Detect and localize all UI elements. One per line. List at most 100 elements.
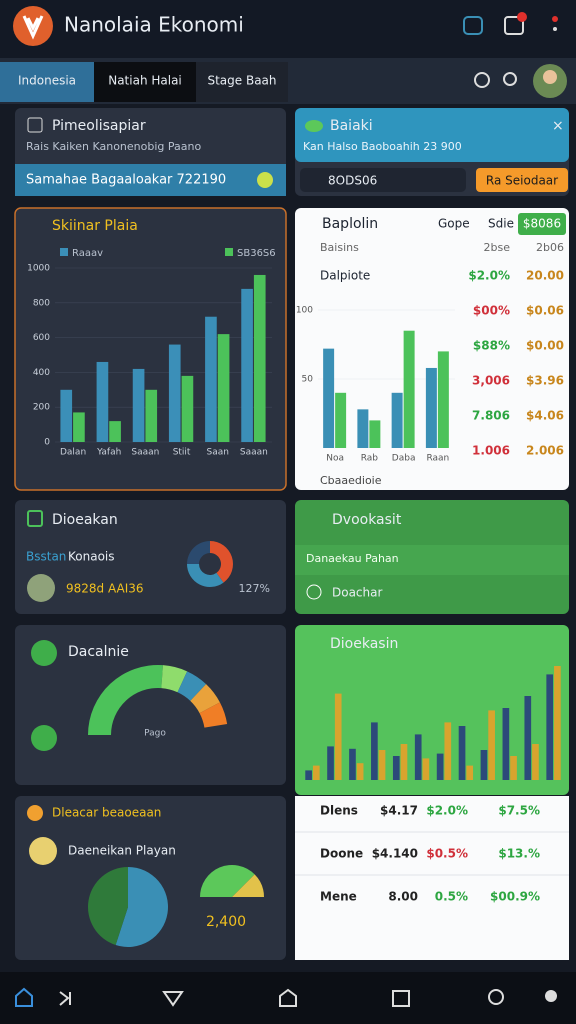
tab-label: Indonesia bbox=[18, 74, 76, 88]
table-cell: $0.00 bbox=[526, 339, 564, 353]
table-cell: 20.00 bbox=[526, 269, 564, 283]
table-cell: $4.06 bbox=[526, 409, 564, 423]
card-title: Dvookasit bbox=[332, 512, 402, 528]
card bbox=[295, 625, 569, 795]
action-button[interactable] bbox=[476, 168, 568, 192]
table-cell: $2.0% bbox=[426, 804, 468, 818]
bar bbox=[253, 274, 266, 442]
nav-icon[interactable] bbox=[162, 991, 184, 1007]
bar bbox=[391, 392, 403, 448]
bar bbox=[546, 674, 554, 780]
table-cell: $2.0% bbox=[468, 269, 510, 283]
search-input[interactable] bbox=[300, 168, 466, 192]
tab-label: Stage Baah bbox=[207, 74, 276, 88]
action-link[interactable]: Doachar bbox=[332, 586, 382, 600]
y-tick-label: 600 bbox=[33, 333, 50, 343]
card-subtitle: Rais Kaiken Kanonenobig Paano bbox=[26, 140, 201, 153]
x-tick-label: Noa bbox=[326, 454, 344, 464]
tab[interactable] bbox=[94, 62, 196, 102]
x-tick-label: Raan bbox=[426, 454, 449, 464]
bar bbox=[323, 348, 335, 448]
card-icon bbox=[27, 805, 43, 821]
y-tick-label: 1000 bbox=[27, 264, 50, 274]
card-subtitle: Danaekau Pahan bbox=[306, 552, 399, 565]
tab[interactable] bbox=[0, 62, 94, 102]
bar bbox=[356, 763, 364, 780]
y-tick-label: 0 bbox=[44, 438, 50, 448]
bar bbox=[466, 765, 474, 780]
y-tick-label: 100 bbox=[296, 306, 313, 316]
x-tick-label: Rab bbox=[361, 454, 379, 464]
table-cell: $00% bbox=[473, 304, 510, 318]
card-icon bbox=[305, 120, 323, 132]
x-tick-label: Saan bbox=[207, 448, 229, 458]
button-label: Ra Seiodaar bbox=[486, 174, 558, 188]
table-cell: $3.96 bbox=[526, 374, 564, 388]
person-avatar bbox=[29, 837, 57, 865]
table-cell: $0.5% bbox=[426, 847, 468, 861]
lock-icon[interactable] bbox=[463, 16, 483, 35]
legend-swatch bbox=[225, 248, 233, 256]
bar bbox=[371, 722, 378, 780]
bar bbox=[488, 710, 495, 780]
notification-icon[interactable] bbox=[504, 16, 524, 35]
bar bbox=[458, 726, 466, 780]
action-button[interactable] bbox=[518, 213, 566, 235]
bar bbox=[403, 330, 415, 448]
nav-icon[interactable] bbox=[545, 990, 557, 1002]
table-cell: 1.006 bbox=[472, 444, 510, 458]
nav-icon[interactable] bbox=[59, 991, 71, 1006]
nav-icon[interactable] bbox=[392, 990, 410, 1007]
banner-icon[interactable] bbox=[257, 172, 273, 188]
card-icon bbox=[27, 510, 43, 527]
card-title: Dleacar beaoeaan bbox=[52, 806, 161, 820]
bar bbox=[334, 693, 342, 780]
menu-dot[interactable] bbox=[552, 16, 558, 22]
action-icon bbox=[306, 584, 322, 600]
table-cell: Doone bbox=[320, 847, 363, 861]
tab-link[interactable]: Gope bbox=[438, 217, 470, 231]
column-header: Baisins bbox=[320, 241, 359, 254]
history-icon[interactable] bbox=[474, 72, 490, 88]
card-footer: Cbaaedioie bbox=[320, 474, 382, 487]
home-icon[interactable] bbox=[15, 987, 33, 1007]
table-cell: $0.06 bbox=[526, 304, 564, 318]
table-cell: $00.9% bbox=[490, 890, 540, 904]
search-icon[interactable] bbox=[503, 72, 517, 86]
table-cell: 3,006 bbox=[472, 374, 510, 388]
table-cell: Dlens bbox=[320, 804, 358, 818]
legend-label: SB36S6 bbox=[237, 248, 276, 259]
bar bbox=[349, 748, 356, 780]
card-icon bbox=[27, 117, 43, 133]
table-cell: 8.00 bbox=[388, 890, 418, 904]
x-tick-label: Daba bbox=[392, 454, 416, 464]
segment bbox=[190, 684, 220, 714]
logo-mark bbox=[22, 15, 44, 40]
nav-icon[interactable] bbox=[488, 989, 504, 1005]
row bbox=[295, 545, 569, 575]
bar bbox=[422, 758, 430, 780]
label: Bsstan bbox=[26, 550, 66, 564]
card-title: Pimeolisapiar bbox=[52, 118, 146, 134]
tab[interactable] bbox=[196, 62, 288, 102]
segment bbox=[115, 867, 169, 947]
app-title: Nanolaia Ekonomi bbox=[64, 13, 244, 37]
nav-icon[interactable] bbox=[279, 988, 297, 1007]
y-tick-label: 200 bbox=[33, 403, 50, 413]
tab-link[interactable]: Sdie bbox=[488, 217, 514, 231]
card-title: Baplolin bbox=[322, 216, 378, 232]
bar bbox=[168, 344, 181, 442]
y-tick-label: 800 bbox=[33, 298, 50, 308]
amount: 2,400 bbox=[206, 914, 246, 930]
segment bbox=[199, 702, 228, 728]
name: Konaois bbox=[68, 550, 115, 564]
menu-dot bbox=[553, 27, 557, 31]
card-icon bbox=[31, 725, 57, 751]
segment bbox=[88, 665, 163, 735]
bar bbox=[109, 421, 121, 442]
segment bbox=[232, 874, 264, 897]
y-tick-label: 50 bbox=[302, 375, 314, 385]
close-button[interactable]: × bbox=[552, 118, 564, 134]
bar bbox=[132, 368, 145, 442]
